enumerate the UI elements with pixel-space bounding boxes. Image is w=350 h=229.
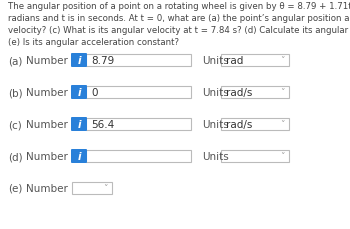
FancyBboxPatch shape — [71, 117, 87, 131]
Text: i: i — [77, 151, 81, 161]
Text: (c): (c) — [8, 120, 22, 129]
Text: The angular position of a point on a rotating wheel is given by θ = 8.79 + 1.71t: The angular position of a point on a rot… — [8, 2, 350, 47]
Text: 0: 0 — [91, 88, 98, 98]
Text: Number: Number — [26, 56, 68, 66]
FancyBboxPatch shape — [86, 118, 191, 131]
Text: (b): (b) — [8, 88, 23, 98]
FancyBboxPatch shape — [71, 86, 87, 100]
Text: rad/s: rad/s — [226, 120, 252, 129]
Text: ˅: ˅ — [280, 152, 284, 161]
Text: Number: Number — [26, 120, 68, 129]
Text: ˅: ˅ — [103, 184, 107, 193]
Text: i: i — [77, 56, 81, 66]
Text: 56.4: 56.4 — [91, 120, 114, 129]
Text: rad: rad — [226, 56, 243, 66]
FancyBboxPatch shape — [221, 87, 289, 98]
FancyBboxPatch shape — [71, 149, 87, 163]
FancyBboxPatch shape — [86, 87, 191, 98]
Text: Units: Units — [202, 120, 229, 129]
Text: ˅: ˅ — [280, 88, 284, 97]
Text: rad/s: rad/s — [226, 88, 252, 98]
FancyBboxPatch shape — [86, 150, 191, 162]
Text: Units: Units — [202, 56, 229, 66]
FancyBboxPatch shape — [72, 182, 112, 194]
Text: Number: Number — [26, 183, 68, 193]
Text: Units: Units — [202, 88, 229, 98]
FancyBboxPatch shape — [221, 150, 289, 162]
Text: (e): (e) — [8, 183, 22, 193]
Text: (a): (a) — [8, 56, 22, 66]
FancyBboxPatch shape — [71, 54, 87, 68]
Text: i: i — [77, 88, 81, 98]
Text: Units: Units — [202, 151, 229, 161]
FancyBboxPatch shape — [221, 55, 289, 67]
FancyBboxPatch shape — [86, 55, 191, 67]
Text: Number: Number — [26, 88, 68, 98]
Text: 8.79: 8.79 — [91, 56, 114, 66]
Text: i: i — [77, 120, 81, 129]
Text: ˅: ˅ — [280, 120, 284, 129]
Text: (d): (d) — [8, 151, 23, 161]
FancyBboxPatch shape — [221, 118, 289, 131]
Text: ˅: ˅ — [280, 56, 284, 65]
Text: Number: Number — [26, 151, 68, 161]
